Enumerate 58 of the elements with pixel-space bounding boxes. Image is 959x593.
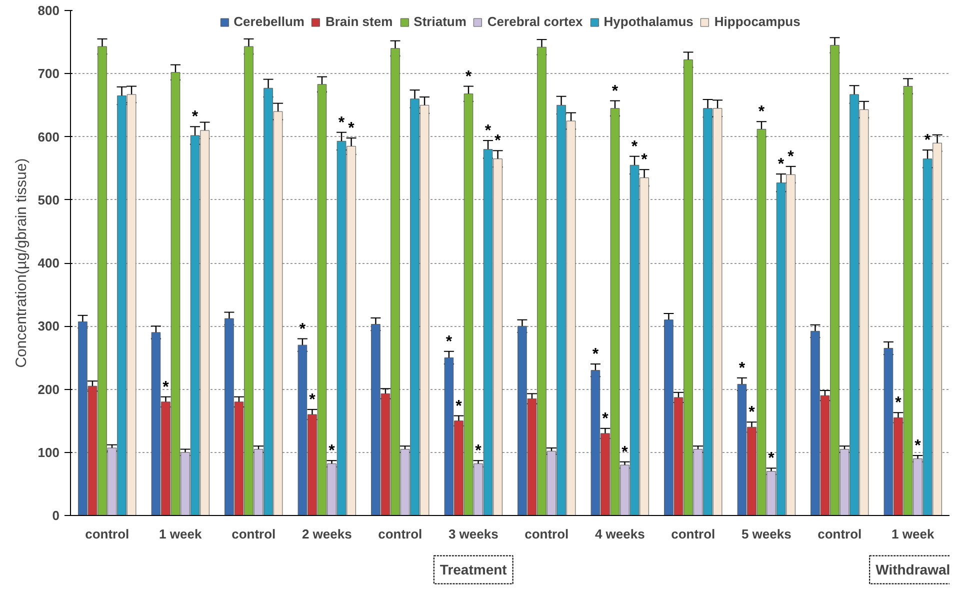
data-label: * [622,444,629,461]
data-label: * [446,333,453,350]
x-tick-label: 4 weeks [594,526,645,542]
y-tick-label: 600 [38,129,60,144]
data-label: * [465,68,472,86]
data-label: * [748,404,756,422]
data-label: * [192,108,199,126]
legend-label: Hypothalamus [604,14,694,29]
legend-label: Striatum [414,14,466,29]
data-label: * [768,450,776,468]
data-label: * [895,394,902,412]
legend-label: Cerebral cortex [487,14,583,29]
data-label: * [631,138,638,156]
y-tick-label: 800 [38,3,60,18]
x-tick-label: 5 weeks [741,526,792,542]
data-label: * [162,378,170,396]
legend-label: Hippocampus [714,14,800,29]
x-tick-label: control [524,526,569,542]
data-label: * [592,346,600,363]
data-label: * [914,438,922,455]
text: Treatment [440,562,508,578]
data-label: * [484,122,492,140]
data-label: * [299,320,306,338]
data-label: * [494,132,502,150]
x-tick-label: 2 weeks [302,526,352,542]
y-tick-label: 500 [38,192,60,208]
x-tick-label: control [85,526,130,542]
data-label: * [788,148,795,166]
x-tick-label: 3 weeks [448,526,498,542]
data-label: * [338,114,346,132]
data-label: * [778,156,785,173]
x-tick-label: 1 week [159,526,202,542]
data-label: * [602,410,610,428]
data-label: * [924,132,932,150]
data-label: * [475,442,482,460]
data-label: * [612,82,619,100]
data-label: * [309,391,316,408]
text: Withdrawal [876,562,950,578]
x-tick-label: control [378,526,422,542]
y-tick-label: 0 [52,508,60,523]
data-label: * [738,360,746,377]
y-tick-label: 200 [38,382,60,397]
x-tick-label: control [671,526,716,542]
data-label: * [758,104,766,121]
data-label: * [641,152,648,169]
data-label: * [456,398,463,415]
x-tick-label: 1 week [892,526,935,542]
x-tick-label: control [818,526,862,542]
data-label: * [328,442,336,460]
y-tick-label: 100 [38,444,60,460]
y-axis-title: Concentration(µg/gbrain tissue) [12,158,30,368]
legend-label: Brain stem [325,14,393,29]
y-tick-label: 700 [38,66,60,82]
legend-label: Cerebellum [234,14,304,29]
data-label: * [348,120,356,138]
y-tick-label: 400 [38,256,60,270]
y-tick-label: 300 [38,318,60,334]
x-tick-label: control [232,526,276,542]
